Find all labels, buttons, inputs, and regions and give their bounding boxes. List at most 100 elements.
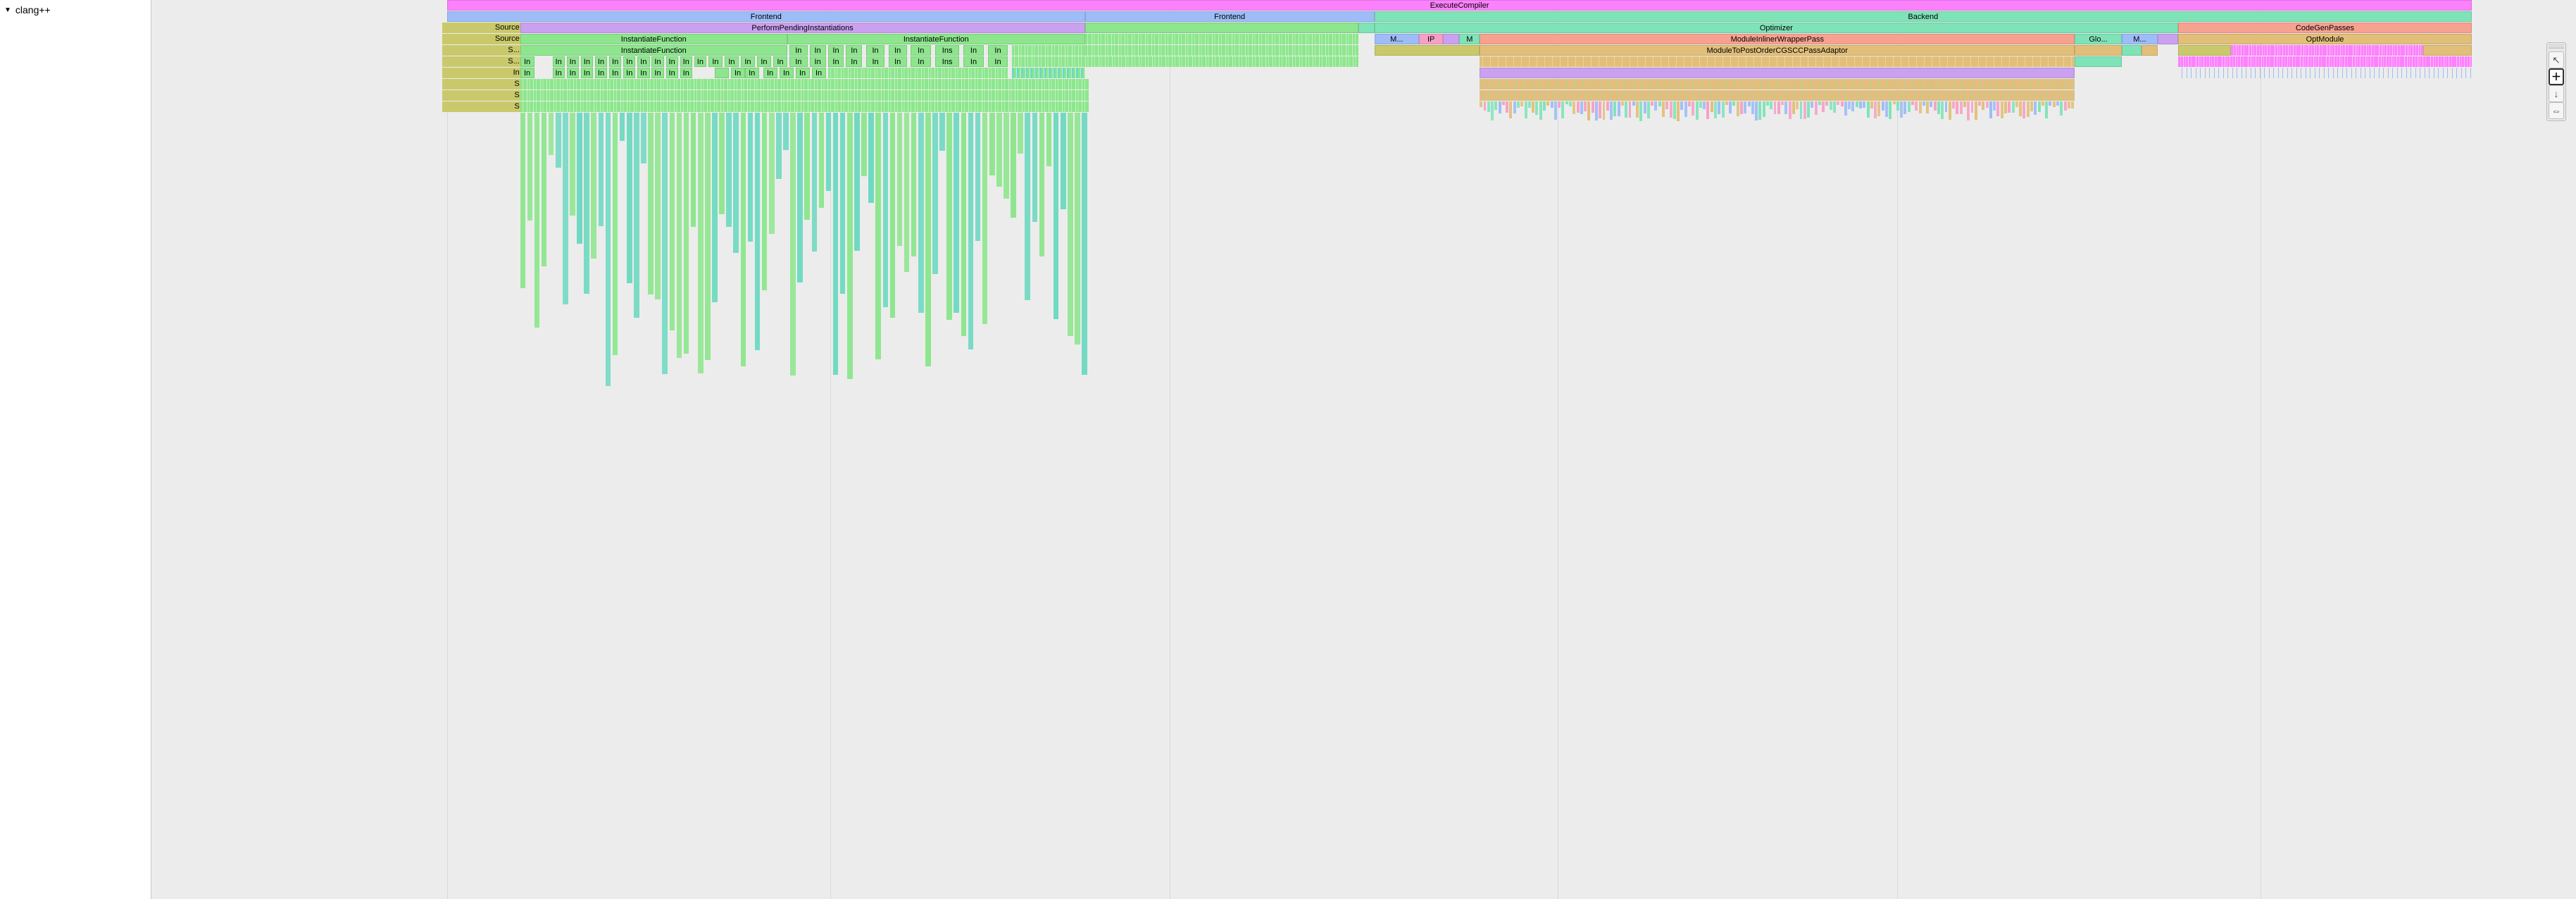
flame-frame[interactable]: In bbox=[741, 56, 755, 67]
flame-frame[interactable]: In bbox=[637, 68, 649, 78]
flame-frame[interactable]: In bbox=[866, 56, 884, 67]
flame-frame[interactable]: InstantiateFunction bbox=[787, 34, 1085, 44]
flame-frame[interactable]: In bbox=[708, 56, 723, 67]
flame-frame[interactable]: In bbox=[567, 68, 579, 78]
flame-frame[interactable] bbox=[2231, 45, 2423, 56]
flame-frame[interactable] bbox=[1480, 56, 2075, 67]
flame-frame[interactable] bbox=[520, 101, 1089, 112]
flame-frame[interactable]: In bbox=[745, 68, 759, 78]
flame-frame[interactable]: In bbox=[810, 45, 826, 56]
flame-frame[interactable] bbox=[1480, 68, 2075, 78]
flame-frame[interactable]: In bbox=[609, 56, 621, 67]
flame-frame[interactable] bbox=[2075, 45, 2121, 56]
flame-frame[interactable] bbox=[2142, 45, 2158, 56]
flame-frame[interactable]: In bbox=[828, 45, 844, 56]
flame-frame[interactable]: ExecuteCompiler bbox=[447, 0, 2472, 11]
flame-frame[interactable] bbox=[2122, 45, 2142, 56]
flame-frame[interactable]: In bbox=[963, 56, 984, 67]
flame-frame[interactable]: IP bbox=[1419, 34, 1443, 44]
flame-frame[interactable] bbox=[1012, 45, 1084, 56]
flame-frame[interactable]: In bbox=[988, 56, 1008, 67]
flame-frame[interactable]: M... bbox=[2122, 34, 2158, 44]
zoom-in-tool-button[interactable]: ＋ bbox=[2549, 68, 2564, 85]
flame-frame[interactable]: Optimizer bbox=[1375, 23, 2178, 33]
flame-frame[interactable]: In bbox=[988, 45, 1008, 56]
flame-frame[interactable]: In bbox=[553, 56, 565, 67]
flame-frame[interactable] bbox=[2178, 45, 2231, 56]
toolbox-grip-icon[interactable] bbox=[2549, 44, 2564, 49]
flame-frame[interactable]: Glo... bbox=[2075, 34, 2121, 44]
flame-frame[interactable] bbox=[828, 68, 1008, 78]
flame-frame[interactable]: Backend bbox=[1375, 11, 2472, 22]
flame-frame[interactable]: In bbox=[846, 45, 862, 56]
flame-frame[interactable]: In bbox=[520, 56, 534, 67]
flame-frame[interactable]: Frontend bbox=[447, 11, 1085, 22]
flame-frame[interactable] bbox=[715, 68, 729, 78]
flame-frame[interactable] bbox=[1012, 56, 1358, 67]
flame-frame[interactable]: In bbox=[828, 56, 844, 67]
flame-frame[interactable]: In bbox=[666, 68, 678, 78]
flame-frame[interactable]: In bbox=[553, 68, 565, 78]
flame-frame[interactable]: InstantiateFunction bbox=[520, 34, 787, 44]
flame-frame[interactable]: In bbox=[757, 56, 771, 67]
flame-frame[interactable]: In bbox=[637, 56, 649, 67]
flame-frame[interactable] bbox=[1085, 34, 1358, 44]
flame-frame[interactable]: CodeGenPasses bbox=[2178, 23, 2472, 33]
flame-frame[interactable]: In bbox=[773, 56, 787, 67]
flame-frame[interactable]: In bbox=[789, 45, 808, 56]
flame-frame[interactable]: In bbox=[609, 68, 621, 78]
flame-frame[interactable]: In bbox=[651, 68, 663, 78]
flame-frame[interactable] bbox=[2158, 34, 2178, 44]
flame-frame[interactable]: In bbox=[789, 56, 808, 67]
flame-frame[interactable]: ModuleInlinerWrapperPass bbox=[1480, 34, 2075, 44]
flame-frame[interactable] bbox=[2423, 45, 2472, 56]
flame-frame[interactable]: In bbox=[651, 56, 663, 67]
flame-frame[interactable]: In bbox=[725, 56, 739, 67]
tree-row-root[interactable]: ▼ clang++ bbox=[4, 3, 146, 17]
flame-frame[interactable] bbox=[2178, 68, 2472, 78]
flame-frame[interactable] bbox=[1085, 23, 1358, 33]
flame-frame[interactable]: In bbox=[680, 56, 692, 67]
flame-frame[interactable]: Ins bbox=[935, 45, 959, 56]
flamegraph[interactable]: ExecuteCompilerFrontendFrontendBackendPe… bbox=[447, 0, 2472, 899]
flame-frame[interactable]: In bbox=[763, 68, 777, 78]
flame-frame[interactable]: In bbox=[796, 68, 810, 78]
flame-frame[interactable]: M bbox=[1459, 34, 1480, 44]
down-tool-button[interactable]: ↓ bbox=[2549, 85, 2564, 102]
flame-frame[interactable]: In bbox=[567, 56, 579, 67]
flame-frame[interactable]: In bbox=[846, 56, 862, 67]
flame-frame[interactable]: In bbox=[889, 45, 907, 56]
flame-frame[interactable] bbox=[1085, 45, 1358, 56]
flame-frame[interactable]: PerformPendingInstantiations bbox=[520, 23, 1085, 33]
flame-frame[interactable] bbox=[520, 79, 1089, 89]
flame-frame[interactable]: InstantiateFunction bbox=[520, 45, 787, 56]
fit-width-tool-button[interactable]: ⇔ bbox=[2549, 102, 2564, 119]
flame-frame[interactable]: OptModule bbox=[2178, 34, 2472, 44]
flame-frame[interactable]: Frontend bbox=[1085, 11, 1375, 22]
flame-frame[interactable] bbox=[1012, 68, 1084, 78]
flame-frame[interactable] bbox=[520, 90, 1089, 101]
flame-frame[interactable]: In bbox=[694, 56, 706, 67]
flame-frame[interactable]: In bbox=[581, 68, 593, 78]
flame-frame[interactable]: ModuleToPostOrderCGSCCPassAdaptor bbox=[1480, 45, 2075, 56]
flame-frame[interactable]: In bbox=[780, 68, 794, 78]
flame-frame[interactable]: In bbox=[680, 68, 692, 78]
flame-frame[interactable] bbox=[1480, 90, 2075, 101]
flame-frame[interactable] bbox=[1358, 23, 1375, 33]
flame-frame[interactable]: In bbox=[581, 56, 593, 67]
flame-frame[interactable] bbox=[2178, 56, 2472, 67]
flame-frame[interactable]: In bbox=[812, 68, 826, 78]
flame-frame[interactable]: In bbox=[520, 68, 534, 78]
flame-frame[interactable]: In bbox=[623, 56, 635, 67]
flame-frame[interactable]: In bbox=[595, 56, 607, 67]
flame-frame[interactable]: M... bbox=[1375, 34, 1419, 44]
flame-frame[interactable]: In bbox=[963, 45, 984, 56]
flame-frame[interactable]: In bbox=[595, 68, 607, 78]
disclosure-triangle-icon[interactable]: ▼ bbox=[4, 6, 11, 14]
flame-frame[interactable]: In bbox=[889, 56, 907, 67]
flame-frame[interactable]: In bbox=[911, 56, 931, 67]
pointer-tool-button[interactable]: ↖ bbox=[2549, 51, 2564, 68]
flame-frame[interactable]: In bbox=[731, 68, 745, 78]
flame-frame[interactable]: In bbox=[911, 45, 931, 56]
flame-frame[interactable]: Ins bbox=[935, 56, 959, 67]
